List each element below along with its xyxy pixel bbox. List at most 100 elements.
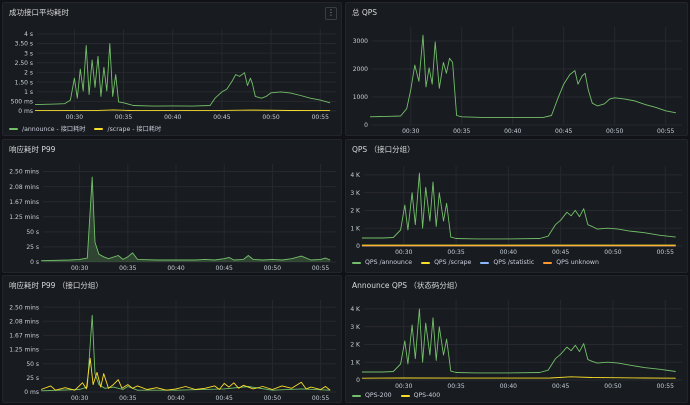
y-tick-label: 50 s: [26, 361, 39, 368]
y-tick-label: 0: [356, 243, 360, 250]
y-tick-label: 0 ms: [24, 389, 39, 396]
legend-swatch: [9, 127, 18, 130]
panel-p99[interactable]: 响应耗时 P99 0 s 25 s 50 s 1.25 mins 1.67 mins 2.…: [2, 139, 342, 273]
y-tick-label: 2.50 mins: [9, 304, 39, 311]
panel-menu-icon[interactable]: ⋮: [325, 7, 337, 20]
panel-title: 响应耗时 P99 （接口分组）: [9, 281, 103, 290]
x-tick-label: 00:40: [500, 383, 517, 390]
legend-label: QPS-200: [365, 392, 392, 399]
x-tick-label: 00:50: [264, 265, 281, 272]
legend-label: QPS unknown: [556, 259, 599, 266]
x-tick-label: 00:40: [167, 395, 184, 402]
x-tick-label: 00:55: [657, 383, 674, 390]
legend-swatch: [352, 261, 361, 264]
x-tick-label: 00:30: [395, 249, 412, 256]
panel-title: QPS （接口分组）: [352, 145, 415, 154]
x-tick-label: 00:35: [447, 249, 464, 256]
x-tick-label: 00:45: [216, 265, 233, 272]
legend-swatch: [421, 261, 431, 264]
x-tick-label: 00:55: [312, 395, 329, 402]
legend-label: /announce - 接口耗时: [22, 126, 86, 133]
chart-announce-qps: 0 1 K 2 K 3 K 4 K 00:30 00:35 00:40 00:45 00:50 00…: [350, 300, 682, 390]
legend-item[interactable]: /scrape - 接口耗时: [94, 124, 161, 133]
y-tick-label: 4 K: [350, 306, 361, 313]
legend-item[interactable]: QPS /statistic: [480, 259, 534, 266]
y-tick-label: 1.25 mins: [9, 214, 39, 221]
y-tick-label: 2 K: [350, 342, 361, 349]
x-tick-label: 00:40: [164, 114, 181, 121]
series-line: [361, 172, 676, 240]
y-tick-label: 0: [356, 377, 360, 384]
x-tick-label: 00:30: [402, 128, 419, 135]
legend-label: QPS /announce: [365, 259, 413, 266]
y-tick-label: 0 ms: [18, 108, 33, 115]
y-tick-label: 1000: [353, 94, 368, 101]
x-tick-label: 00:50: [606, 128, 623, 135]
x-tick-label: 00:30: [71, 265, 88, 272]
legend-label: QPS-400: [413, 392, 441, 399]
y-tick-label: 1 K: [350, 359, 361, 366]
legend-item[interactable]: QPS unknown: [543, 259, 599, 266]
y-tick-label: 4 K: [350, 172, 361, 179]
panel-title: 响应耗时 P99: [9, 145, 56, 154]
x-tick-label: 00:30: [71, 395, 88, 402]
legend-item[interactable]: /announce - 接口耗时: [9, 124, 85, 133]
x-tick-label: 00:35: [453, 128, 470, 135]
series-area: [41, 177, 331, 262]
x-tick-label: 00:55: [312, 114, 329, 121]
y-tick-label: 1.25 mins: [9, 347, 39, 354]
x-tick-label: 00:50: [262, 114, 279, 121]
x-tick-label: 00:50: [264, 395, 281, 402]
y-tick-label: 1.67 mins: [9, 199, 39, 206]
legend-label: QPS /scrape: [434, 259, 472, 266]
legend: QPS /announce QPS /scrape QPS /statistic…: [352, 259, 599, 266]
y-tick-label: 1.50 s: [15, 79, 33, 86]
y-tick-label: 1 s: [24, 89, 33, 96]
x-tick-label: 00:45: [213, 114, 230, 121]
legend-label: QPS /statistic: [493, 259, 535, 266]
series-line: [369, 34, 676, 118]
y-tick-label: 500 ms: [11, 99, 33, 106]
legend-swatch: [94, 127, 104, 130]
series-line: [34, 43, 331, 107]
x-tick-label: 00:40: [504, 128, 521, 135]
legend-swatch: [352, 394, 361, 397]
x-tick-label: 00:35: [119, 265, 136, 272]
x-tick-label: 00:50: [604, 249, 621, 256]
series-line: [361, 376, 676, 379]
panel-title: 总 QPS: [352, 8, 378, 17]
legend: /announce - 接口耗时 /scrape - 接口耗时: [9, 124, 161, 133]
x-tick-label: 00:45: [216, 395, 233, 402]
x-tick-label: 00:30: [66, 114, 83, 121]
y-tick-label: 2.50 mins: [9, 169, 39, 176]
legend-item[interactable]: QPS /scrape: [421, 259, 471, 266]
panel-avg-latency[interactable]: 成功接口平均耗时 ⋮ 0 ms 500 ms 1 s 1.50 s 2 s 2.50 s 3…: [2, 2, 342, 136]
y-tick-label: 2 K: [350, 208, 361, 215]
x-tick-label: 00:35: [115, 114, 132, 121]
x-tick-label: 00:35: [447, 383, 464, 390]
series-line: [40, 357, 331, 391]
y-tick-label: 0 s: [30, 259, 39, 266]
panel-p99-by-endpoint[interactable]: 响应耗时 P99 （接口分组） 0 ms 25 s 50 s 1.25 mins 1.6…: [2, 275, 342, 403]
x-tick-label: 00:45: [555, 128, 572, 135]
y-tick-label: 4 s: [24, 31, 33, 38]
x-tick-label: 00:55: [312, 265, 329, 272]
legend-item[interactable]: QPS-200: [352, 392, 392, 399]
legend-item[interactable]: QPS /announce: [352, 259, 412, 266]
y-tick-label: 3.50 s: [15, 41, 33, 48]
panel-title: Announce QPS （状态码分组）: [352, 281, 462, 290]
chart-p99-by-endpoint: 0 ms 25 s 50 s 1.25 mins 1.67 mins 2.08 mins 2…: [9, 300, 336, 402]
y-tick-label: 25 s: [26, 244, 39, 251]
series-line: [41, 314, 331, 392]
legend-item[interactable]: QPS-400: [400, 392, 441, 399]
legend: QPS-200 QPS-400: [352, 392, 440, 399]
chart-p99: 0 s 25 s 50 s 1.25 mins 1.67 mins 2.08 mins 2.…: [9, 164, 336, 272]
y-tick-label: 2000: [353, 66, 368, 73]
legend-label: /scrape - 接口耗时: [107, 126, 162, 133]
series-line: [35, 109, 331, 112]
legend-swatch: [400, 394, 410, 397]
y-tick-label: 25 s: [26, 375, 39, 382]
panel-total-qps[interactable]: 总 QPS 0 1000 2000 3000 00:30 00:35 00:40 00:45 0…: [345, 2, 688, 136]
